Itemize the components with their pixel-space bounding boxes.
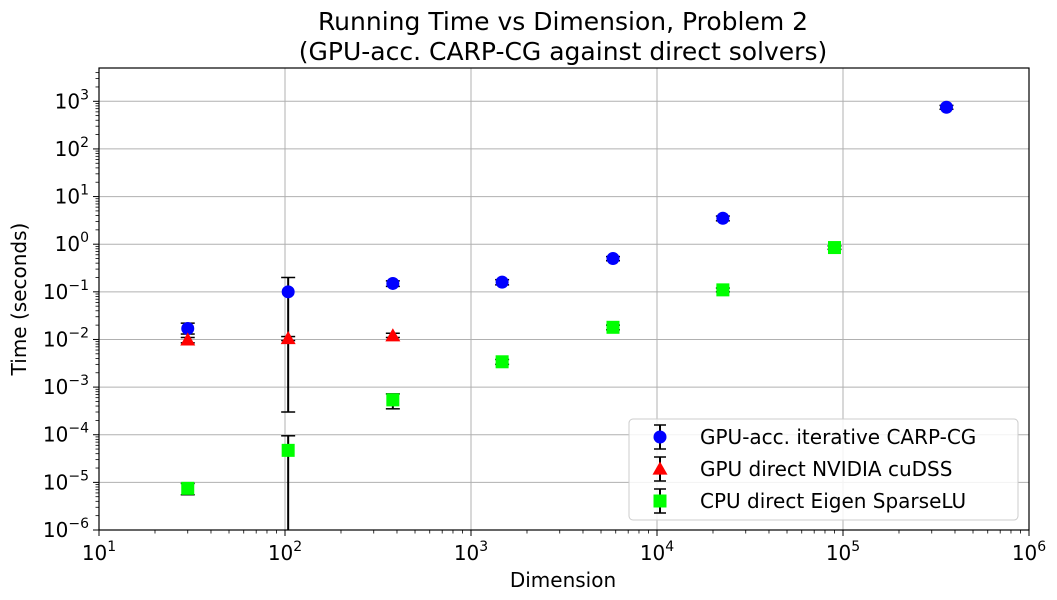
legend-label: GPU-acc. iterative CARP-CG — [700, 425, 976, 449]
legend-marker-triangle — [652, 461, 668, 475]
y-tick-label: 101 — [55, 183, 89, 209]
x-axis-label: Dimension — [510, 568, 616, 592]
point-circle — [606, 252, 620, 266]
x-tick-label: 106 — [1012, 539, 1046, 565]
point-triangle — [180, 332, 196, 346]
y-axis-label: Time (seconds) — [7, 223, 31, 377]
point-circle — [939, 100, 953, 114]
point-square — [386, 393, 400, 407]
y-tick-label: 10−5 — [43, 468, 89, 494]
chart-title: Running Time vs Dimension, Problem 2 — [318, 7, 808, 36]
point-square — [827, 241, 841, 255]
x-tick-label: 102 — [268, 539, 302, 565]
legend-marker-square — [653, 494, 667, 508]
grid — [99, 68, 1029, 530]
point-triangle — [385, 328, 401, 342]
x-tick-label: 101 — [82, 539, 116, 565]
point-circle — [386, 276, 400, 290]
x-tick-label: 103 — [454, 539, 488, 565]
point-circle — [716, 211, 730, 225]
y-tick-label: 10−4 — [43, 421, 89, 447]
axis-ticks: 101 102 103 104 105 106 10−6 10−5 10−4 10−3 10−2 10… — [43, 72, 1046, 565]
legend-box — [628, 418, 1019, 521]
legend-marker-circle — [653, 430, 667, 444]
x-tick-label: 104 — [640, 539, 674, 565]
legend-label: CPU direct Eigen SparseLU — [700, 489, 966, 513]
point-square — [606, 320, 620, 334]
point-triangle — [280, 330, 296, 345]
y-tick-label: 10−6 — [43, 516, 89, 542]
y-tick-label: 10−1 — [43, 278, 89, 304]
x-tick-label: 105 — [826, 539, 860, 565]
point-circle — [181, 321, 195, 335]
y-tick-label: 10−2 — [43, 325, 89, 351]
point-square — [181, 481, 195, 495]
plot-frame — [98, 67, 1030, 531]
y-tick-label: 102 — [55, 135, 89, 161]
y-tick-label: 103 — [55, 87, 89, 113]
y-tick-label: 100 — [55, 230, 89, 256]
legend: GPU-acc. iterative CARP-CG GPU direct NVI… — [628, 418, 1019, 521]
point-square — [716, 283, 730, 297]
point-square — [281, 443, 295, 457]
point-circle — [495, 275, 509, 289]
chart-subtitle: (GPU-acc. CARP-CG against direct solvers… — [299, 37, 827, 66]
point-circle — [281, 285, 295, 299]
point-square — [495, 355, 509, 369]
data-marks — [180, 100, 954, 530]
y-tick-label: 10−3 — [43, 373, 89, 399]
legend-label: GPU direct NVIDIA cuDSS — [700, 457, 952, 481]
